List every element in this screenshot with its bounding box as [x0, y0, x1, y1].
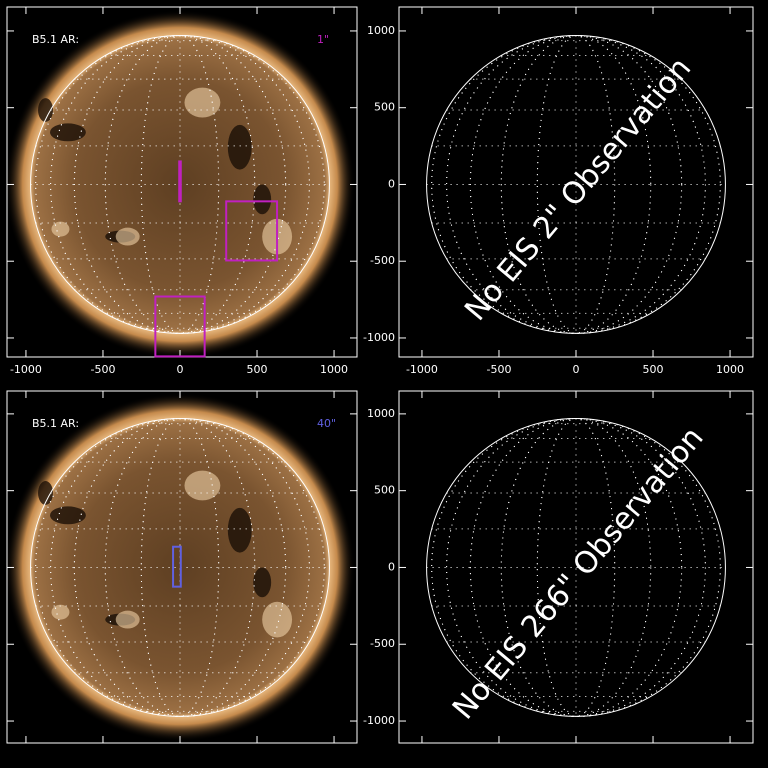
y-tick-label: 1000: [367, 407, 395, 420]
region-box: [172, 545, 182, 588]
x-tick-label: 1000: [716, 363, 744, 376]
region-box: [225, 200, 279, 262]
bright-region: [115, 227, 140, 246]
meridian: [431, 35, 721, 334]
y-tick-label: 0: [388, 177, 395, 190]
bright-region: [262, 601, 293, 638]
y-tick-label: 1000: [367, 24, 395, 37]
panel: -1000 -500 0 500 1000 B5.1 AR: 1": [6, 6, 358, 376]
x-tick-label: -500: [486, 363, 511, 376]
y-tick-label: -500: [370, 254, 395, 267]
x-tick-label: 1000: [320, 363, 348, 376]
dark-region: [253, 567, 272, 598]
meridian: [469, 35, 683, 334]
meridian: [73, 35, 287, 334]
x-tick-label: 500: [247, 363, 268, 376]
meridian: [469, 417, 683, 717]
y-tick-label: 500: [374, 484, 395, 497]
y-tick-label: -500: [370, 637, 395, 650]
plot-area: [426, 35, 726, 334]
resolution-label: 1": [317, 33, 329, 46]
meridian: [50, 417, 310, 717]
meridian: [50, 35, 310, 334]
no-observation-message: No EIS 266" Observation: [446, 420, 711, 726]
plot-area: [426, 417, 726, 717]
panel: -1000 -500 0 500 1000 -1000 -500 0 500 1000 No EIS…: [363, 6, 754, 376]
bright-region: [184, 87, 221, 118]
meridian: [35, 417, 325, 717]
meridian: [446, 417, 706, 717]
meridian: [536, 417, 616, 717]
meridian: [446, 35, 706, 334]
x-tick-label: 0: [573, 363, 580, 376]
y-tick-label: 500: [374, 101, 395, 114]
panel-label: B5.1 AR:: [32, 33, 79, 46]
dark-region: [49, 506, 86, 525]
panel: B5.1 AR: 40": [6, 390, 358, 744]
dark-region: [38, 98, 53, 122]
meridian: [104, 35, 256, 334]
meridian: [431, 417, 721, 717]
dark-region: [227, 124, 252, 170]
bright-region: [51, 604, 70, 620]
dark-region: [253, 184, 272, 215]
panel-label: B5.1 AR:: [32, 417, 79, 430]
meridian: [73, 417, 287, 717]
y-tick-label: -1000: [363, 714, 395, 727]
meridian: [104, 417, 256, 717]
x-tick-label: -1000: [10, 363, 42, 376]
x-tick-label: -1000: [406, 363, 438, 376]
panel: -1000 -500 0 500 1000 No EIS 266" Observation: [363, 390, 754, 744]
dark-region: [227, 507, 252, 553]
y-tick-label: 0: [388, 560, 395, 573]
region-box: [154, 295, 206, 358]
x-tick-label: 0: [176, 363, 183, 376]
dark-region: [38, 481, 53, 505]
meridian: [500, 417, 652, 717]
bright-region: [51, 221, 70, 237]
bright-region: [184, 470, 221, 501]
meridian: [35, 35, 325, 334]
bright-region: [115, 610, 140, 629]
resolution-label: 40": [317, 417, 336, 430]
meridian: [500, 35, 652, 334]
dark-region: [49, 123, 86, 142]
y-tick-label: -1000: [363, 331, 395, 344]
no-observation-message: No EIS 2" Observation: [458, 51, 698, 328]
x-tick-label: -500: [90, 363, 115, 376]
x-tick-label: 500: [643, 363, 664, 376]
region-box: [178, 160, 182, 203]
